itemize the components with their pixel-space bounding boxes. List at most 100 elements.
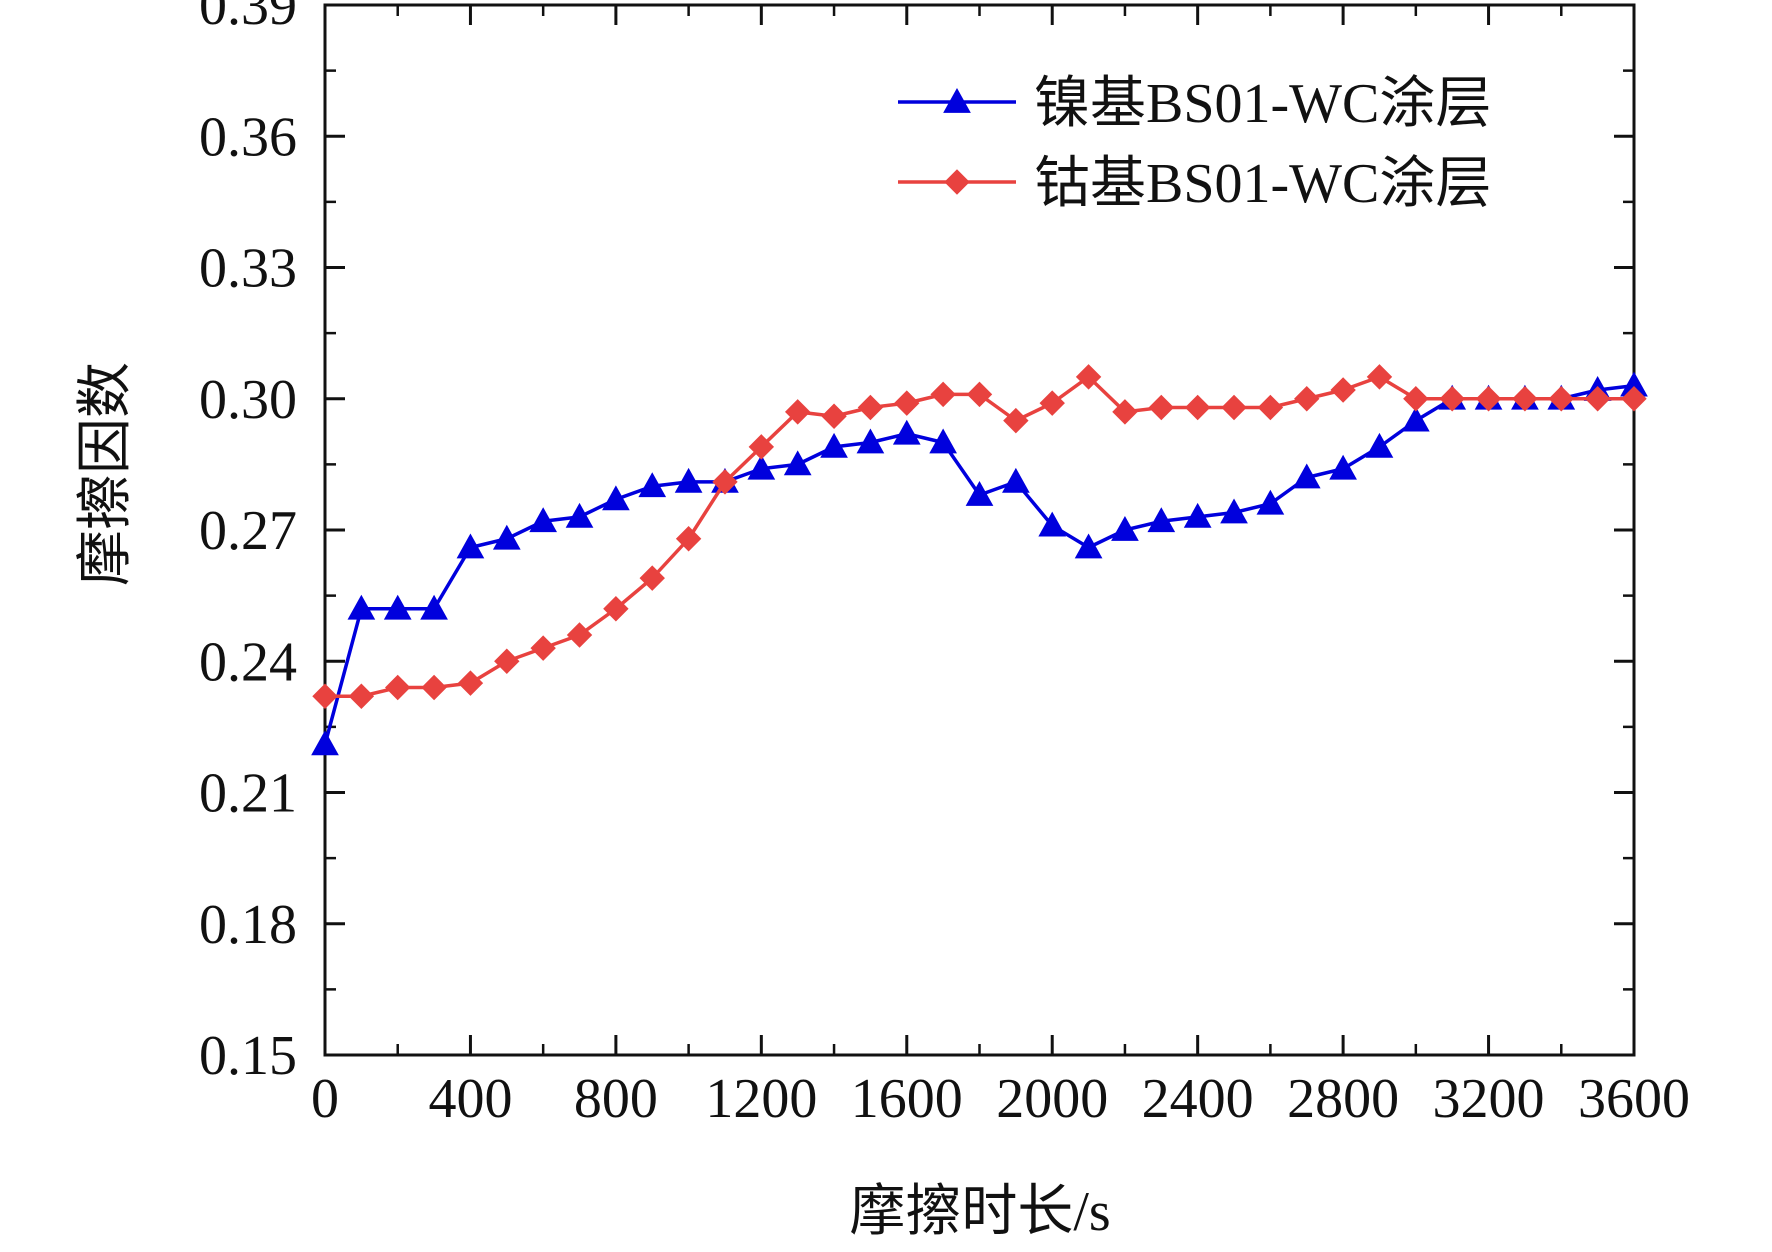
data-point-2: [712, 469, 738, 495]
y-tick-label: 0.15: [199, 1025, 297, 1087]
data-point-1: [965, 480, 994, 506]
data-point-1: [1220, 498, 1248, 524]
data-point-1: [783, 450, 812, 476]
data-point-2: [1584, 386, 1611, 412]
x-tick-label: 0: [311, 1068, 339, 1130]
data-point-2: [494, 648, 520, 674]
data-point-1: [1256, 489, 1285, 515]
y-axis: 0.15 0.18 0.21 0.24 0.27 0.30 0.33 0.36 0.39: [199, 0, 1634, 1087]
data-point-2: [1475, 386, 1502, 412]
y-tick-label: 0.30: [199, 369, 297, 431]
data-point-1: [1401, 406, 1430, 432]
data-point-2: [1039, 390, 1065, 416]
data-point-2: [457, 670, 484, 696]
data-point-2: [784, 399, 811, 425]
data-point-2: [385, 674, 411, 701]
data-point-1: [1111, 515, 1139, 541]
data-point-2: [1184, 394, 1211, 421]
data-point-2: [1512, 386, 1538, 412]
x-tick-label: 1600: [851, 1068, 963, 1130]
series-2: [312, 364, 1647, 709]
data-point-1: [1147, 507, 1176, 533]
data-point-1: [674, 467, 703, 493]
y-tick-label: 0.33: [199, 238, 297, 300]
data-point-1: [892, 419, 921, 445]
data-point-1: [311, 730, 339, 756]
data-point-2: [966, 381, 993, 408]
data-point-2: [639, 565, 665, 591]
data-point-2: [930, 381, 956, 408]
data-point-2: [1403, 386, 1429, 412]
data-point-1: [638, 472, 667, 498]
data-point-1: [820, 432, 848, 458]
data-point-1: [1183, 502, 1212, 528]
x-tick-label: 3200: [1433, 1068, 1545, 1130]
data-point-1: [929, 428, 957, 454]
data-point-1: [420, 594, 448, 620]
x-tick-label: 2400: [1142, 1068, 1254, 1130]
series-layer: [311, 364, 1648, 756]
series-line-2: [325, 375, 1634, 698]
y-axis-title: 摩擦因数: [75, 362, 137, 586]
y-tick-label: 0.18: [199, 894, 297, 956]
y-tick-label: 0.24: [199, 631, 297, 693]
y-tick-label: 0.27: [199, 500, 297, 562]
data-point-2: [1221, 394, 1247, 421]
data-point-1: [602, 485, 630, 511]
data-point-2: [566, 622, 593, 648]
y-tick-label: 0.36: [199, 106, 297, 168]
data-point-2: [1366, 364, 1393, 390]
series-1: [311, 371, 1648, 756]
data-point-2: [1257, 394, 1284, 421]
y-tick-label: 0.21: [199, 763, 297, 825]
data-point-1: [1002, 467, 1030, 493]
y-tick-label: 0.39: [199, 0, 297, 37]
x-axis: 0 400 800 1200 1600 2000 2400 2800 3200 3600: [311, 5, 1690, 1130]
x-axis-title: 摩擦时长/s: [849, 1181, 1110, 1243]
data-point-2: [1148, 394, 1175, 421]
data-point-1: [856, 428, 885, 454]
data-point-1: [529, 507, 558, 533]
data-point-1: [1292, 463, 1321, 489]
data-point-2: [894, 390, 920, 416]
x-tick-label: 1200: [705, 1068, 817, 1130]
data-point-1: [1074, 533, 1103, 559]
data-point-1: [747, 454, 776, 480]
data-point-1: [492, 524, 521, 550]
legend-marker-1: [943, 87, 971, 113]
data-point-2: [748, 434, 775, 460]
x-tick-label: 400: [428, 1068, 512, 1130]
data-point-1: [1329, 454, 1357, 480]
data-point-1: [383, 594, 412, 620]
data-point-1: [1365, 432, 1394, 458]
data-point-2: [1294, 386, 1320, 412]
data-point-2: [1075, 364, 1102, 390]
data-point-2: [1112, 399, 1138, 425]
data-point-2: [1439, 386, 1465, 412]
data-point-2: [1621, 386, 1647, 412]
data-point-2: [603, 596, 629, 622]
series-line-1: [323, 383, 1635, 745]
data-point-2: [1003, 407, 1029, 434]
legend-label-2: 钴基BS01-WC涂层: [1034, 153, 1491, 215]
x-tick-label: 2800: [1287, 1068, 1399, 1130]
data-point-2: [1548, 386, 1574, 412]
legend-label-1: 镍基BS01-WC涂层: [1034, 73, 1491, 135]
data-point-2: [675, 526, 702, 552]
x-tick-label: 2000: [996, 1068, 1108, 1130]
data-point-2: [312, 683, 338, 709]
data-point-1: [347, 594, 376, 620]
data-point-1: [456, 533, 485, 559]
data-point-2: [348, 683, 375, 709]
data-point-2: [1330, 377, 1356, 403]
data-point-2: [421, 674, 447, 701]
data-point-1: [565, 502, 594, 528]
data-point-1: [1038, 511, 1067, 537]
data-point-2: [530, 635, 556, 661]
x-tick-label: 3600: [1578, 1068, 1690, 1130]
data-point-2: [821, 403, 847, 429]
legend-marker-2: [944, 169, 970, 195]
